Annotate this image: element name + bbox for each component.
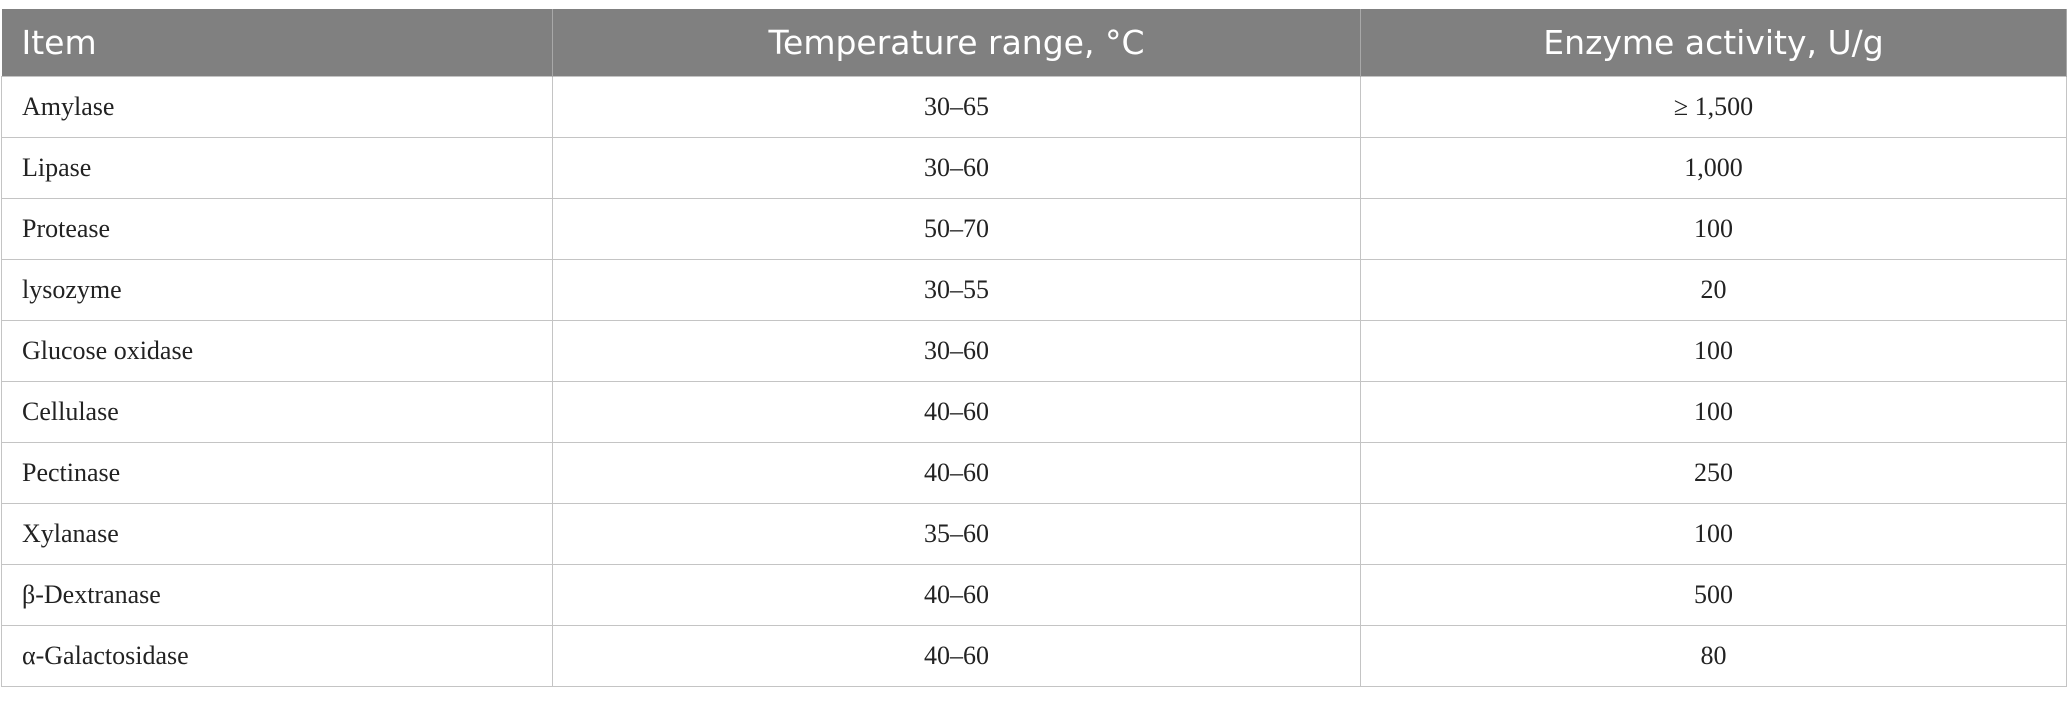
table-cell: Pectinase <box>1 442 553 504</box>
table-cell: 500 <box>1360 564 2067 626</box>
table-cell: 100 <box>1360 198 2067 260</box>
table-row: Lipase 30–60 1,000 <box>1 137 2067 199</box>
table-cell: 30–65 <box>552 76 1361 138</box>
table-row: Protease 50–70 100 <box>1 198 2067 260</box>
table-cell: 35–60 <box>552 503 1361 565</box>
table-cell: 40–60 <box>552 442 1361 504</box>
table-cell: 40–60 <box>552 381 1361 443</box>
table-row: Glucose oxidase 30–60 100 <box>1 320 2067 382</box>
table-cell: 40–60 <box>552 564 1361 626</box>
table-cell: 20 <box>1360 259 2067 321</box>
table-cell: Glucose oxidase <box>1 320 553 382</box>
table-cell: 30–60 <box>552 320 1361 382</box>
table-cell: lysozyme <box>1 259 553 321</box>
header-cell: Enzyme activity, U/g <box>1360 9 2067 77</box>
table-cell: 1,000 <box>1360 137 2067 199</box>
table-cell: β-Dextranase <box>1 564 553 626</box>
header-cell: Item <box>1 9 553 77</box>
table-cell: 100 <box>1360 320 2067 382</box>
table-cell: 80 <box>1360 625 2067 687</box>
table-cell: α-Galactosidase <box>1 625 553 687</box>
table-row: Amylase 30–65 ≥ 1,500 <box>1 76 2067 138</box>
table-cell: Xylanase <box>1 503 553 565</box>
table-cell: 100 <box>1360 381 2067 443</box>
table-cell: Protease <box>1 198 553 260</box>
table-cell: 250 <box>1360 442 2067 504</box>
header-cell: Temperature range, °C <box>552 9 1361 77</box>
table-cell: 50–70 <box>552 198 1361 260</box>
table-cell: 30–60 <box>552 137 1361 199</box>
table-cell: 40–60 <box>552 625 1361 687</box>
table-cell: Cellulase <box>1 381 553 443</box>
table-row: lysozyme 30–55 20 <box>1 259 2067 321</box>
table-cell: Amylase <box>1 76 553 138</box>
table-row: β-Dextranase 40–60 500 <box>1 564 2067 626</box>
enzyme-table: Item Temperature range, °C Enzyme activity… <box>1 9 2067 687</box>
table-row: Cellulase 40–60 100 <box>1 381 2067 443</box>
table-header: Item Temperature range, °C Enzyme activity… <box>1 9 2067 77</box>
table-row: Xylanase 35–60 100 <box>1 503 2067 565</box>
table-row: Pectinase 40–60 250 <box>1 442 2067 504</box>
table-cell: ≥ 1,500 <box>1360 76 2067 138</box>
table-row: α-Galactosidase 40–60 80 <box>1 625 2067 687</box>
header-row: Item Temperature range, °C Enzyme activity… <box>1 9 2067 77</box>
table-cell: 30–55 <box>552 259 1361 321</box>
table-body: Amylase 30–65 ≥ 1,500 Lipase 30–60 1,000 Prote… <box>1 76 2067 687</box>
table-cell: Lipase <box>1 137 553 199</box>
table-cell: 100 <box>1360 503 2067 565</box>
